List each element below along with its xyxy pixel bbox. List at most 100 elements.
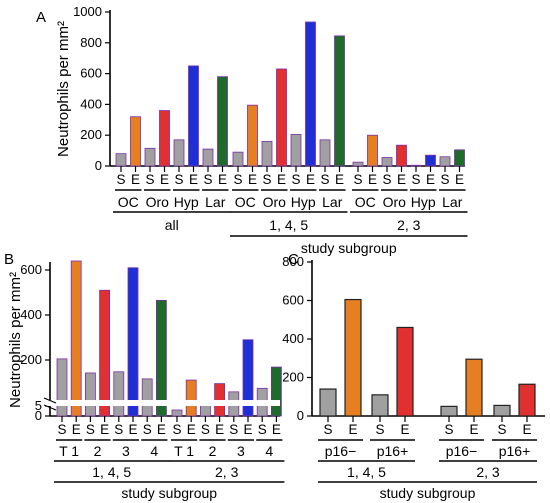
panel-a-ytick-label: 0 <box>95 158 102 173</box>
panel-b-ytick-label: 400 <box>20 307 42 322</box>
panel-c-bar-label: S <box>323 422 332 437</box>
panel-a-bar <box>232 151 244 167</box>
panel-b-t-label: 2 <box>209 443 217 459</box>
panel-b-bar-label: S <box>229 422 238 437</box>
panel-a-bar-label: S <box>440 172 449 187</box>
panel-b-bar <box>214 383 226 417</box>
panel-a-bar <box>381 157 393 167</box>
panel-b-t-label: 4 <box>150 443 158 459</box>
panel-a-bar <box>454 149 465 167</box>
panel-b-t-label: T 1 <box>59 443 79 459</box>
panel-b-letter: B <box>4 251 14 268</box>
panel-a-bar <box>425 154 436 167</box>
panel-b-bar-label: S <box>86 422 95 437</box>
panel-b-xlabel: study subgroup <box>121 485 217 501</box>
panel-c-bar-label: E <box>522 422 531 437</box>
panel-a-bar-label: S <box>320 172 329 187</box>
panel-b-bar-label: S <box>143 422 152 437</box>
panel-a-site-label: Oro <box>146 194 170 210</box>
panel-a-bar-label: E <box>248 172 257 187</box>
panel-a-bar-label: E <box>218 172 227 187</box>
panel-b-subgroup-label: 1, 4, 5 <box>92 464 131 480</box>
panel-b-t-label: 4 <box>265 443 273 459</box>
panel-c-bar <box>440 405 458 417</box>
panel-c-p16-label: p16+ <box>377 443 409 459</box>
panel-a-site-label: Lar <box>322 194 343 210</box>
panel-b-bar-label: E <box>187 422 196 437</box>
panel-b-bar <box>185 379 197 417</box>
panel-b-ytick-label: 0 <box>35 408 42 423</box>
panel-b-t-label: 3 <box>237 443 245 459</box>
panel-b-bar-label: E <box>72 422 81 437</box>
panel-c-ytick-label: 800 <box>282 254 304 269</box>
panel-a-bar <box>217 76 228 167</box>
panel-c-p16-label: p16− <box>325 443 357 459</box>
panel-b-bar <box>270 366 282 417</box>
panel-a-bar <box>261 140 273 167</box>
panel-b-bar-label: E <box>272 422 281 437</box>
panel-a-bar-label: S <box>411 172 420 187</box>
panel-a-subgroup-label: 1, 4, 5 <box>269 217 308 233</box>
panel-a-site-label: Lar <box>442 194 463 210</box>
panel-a-site-label: Hyp <box>411 194 436 210</box>
panel-a-site-label: Hyp <box>291 194 316 210</box>
panel-a-bar <box>159 110 170 167</box>
panel-b-axis-break <box>44 400 280 406</box>
panel-a-bar-label: E <box>335 172 344 187</box>
panel-c-p16-label: p16+ <box>499 443 531 459</box>
panel-c-bar-label: E <box>348 422 357 437</box>
panel-a-bar <box>247 104 258 167</box>
panel-a-bar <box>439 156 451 167</box>
panel-a-bar <box>367 134 378 167</box>
panel-b-bar-label: S <box>172 422 181 437</box>
panel-a-bar <box>290 134 302 167</box>
panel-b-break-mark <box>43 397 57 404</box>
panel-a-bar-label: S <box>145 172 154 187</box>
panel-b-bar <box>56 358 68 417</box>
panel-c-bar-label: S <box>444 422 453 437</box>
panel-a-site-label: OC <box>118 194 139 210</box>
panel-a-bar <box>319 139 331 167</box>
panel-a-ytick-label: 400 <box>80 96 102 111</box>
panel-a-site-label: OC <box>355 194 376 210</box>
panel-c-ytick-label: 0 <box>297 408 304 423</box>
panel-a-bar <box>144 147 156 167</box>
panel-a-site-label: Hyp <box>174 194 199 210</box>
panel-a-bar <box>334 35 345 167</box>
panel-b-bar-label: E <box>128 422 137 437</box>
panel-a-bar-label: E <box>277 172 286 187</box>
panel-c-bar-label: S <box>375 422 384 437</box>
panel-b-ytick-label: 200 <box>20 352 42 367</box>
panel-c-subgroup-label: 2, 3 <box>476 464 500 480</box>
panel-b-bar <box>70 260 82 417</box>
panel-a-bar <box>188 65 199 167</box>
panel-b-subgroup-label: 2, 3 <box>215 464 239 480</box>
panel-a-bar-label: E <box>306 172 315 187</box>
panel-c-bar <box>518 383 536 417</box>
panel-b-break-mark <box>43 404 57 411</box>
panel-b-ytick-label: 600 <box>20 262 42 277</box>
panel-c-bar <box>344 298 362 417</box>
panel-a-bar <box>276 68 287 167</box>
panel-a-letter: A <box>36 9 46 26</box>
panel-a-bar <box>410 164 422 167</box>
panel-a-subgroup-label: all <box>165 217 179 233</box>
panel-b-bar <box>155 299 167 417</box>
panel-c-bar <box>493 404 511 417</box>
panel-a-bar <box>352 161 364 167</box>
panel-b-t-label: 3 <box>122 443 130 459</box>
panel-c-bar-label: E <box>400 422 409 437</box>
panel-a-site-label: Lar <box>205 194 226 210</box>
panel-c-letter: C <box>288 251 299 268</box>
panel-c-bar-label: E <box>469 422 478 437</box>
panel-b-bar-label: S <box>258 422 267 437</box>
panel-a-bar <box>305 21 316 167</box>
panel-c-bar <box>396 326 414 417</box>
panel-b-bar-label: E <box>157 422 166 437</box>
panel-a-bar-label: S <box>203 172 212 187</box>
panel-b-bar <box>127 267 139 417</box>
panel-b-ytick-label: 5 <box>35 398 42 413</box>
panel-a-bar <box>173 139 185 167</box>
panel-b-t-label: T 1 <box>174 443 194 459</box>
panel-a-xlabel: study subgroup <box>301 240 397 256</box>
